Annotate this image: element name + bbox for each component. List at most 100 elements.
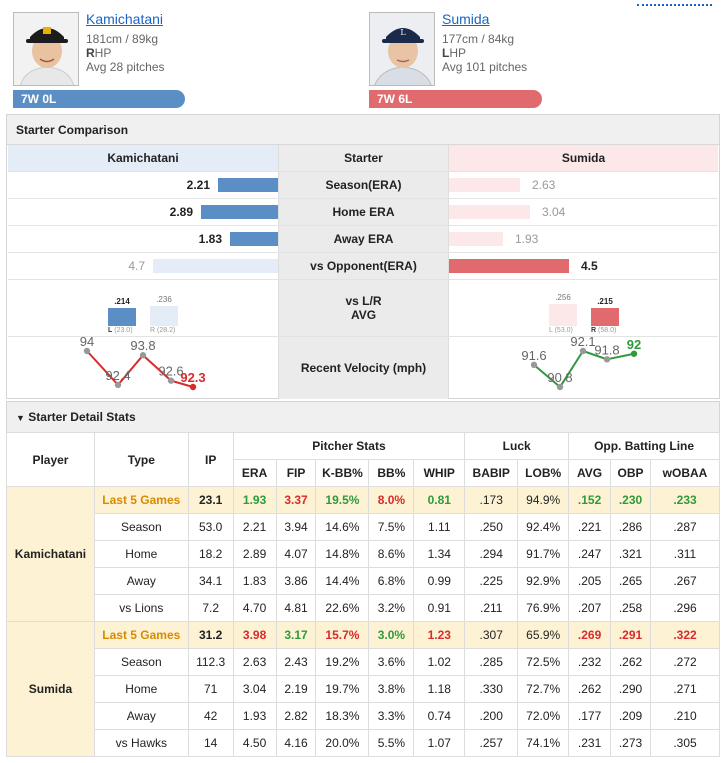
stat-cell: 2.63: [232, 648, 277, 676]
detail-stats-header[interactable]: ▼ Starter Detail Stats: [6, 401, 720, 433]
velocity-segment: [559, 350, 584, 388]
stat-cell: .272: [649, 648, 721, 676]
velocity-point: [556, 383, 564, 391]
stat-cell: 3.2%: [368, 594, 415, 622]
stat-cell: .269: [568, 621, 612, 649]
collapse-triangle-icon[interactable]: ▼: [16, 413, 25, 423]
stat-cell: .330: [464, 675, 519, 703]
comparison-header-right: Sumida: [449, 145, 718, 171]
comparison-left-bar: [153, 259, 278, 273]
comparison-right-bar: [449, 259, 569, 273]
stat-cell: 72.5%: [517, 648, 570, 676]
hand-letter-right: L: [442, 46, 450, 60]
stat-cell: 76.9%: [517, 594, 570, 622]
stat-cell: 65.9%: [517, 621, 570, 649]
stat-cell: 3.0%: [368, 621, 415, 649]
comparison-left-cell: 2.21: [8, 172, 278, 198]
stat-cell: 2.89: [232, 540, 277, 568]
comparison-left-cell: 2.89: [8, 199, 278, 225]
comparison-left-cell: 1.83: [8, 226, 278, 252]
row-ip: 34.1: [187, 567, 234, 595]
comparison-label: Season(ERA): [278, 172, 449, 198]
hand-rest-left: HP: [94, 46, 112, 60]
stat-cell: .257: [464, 729, 519, 757]
stat-cell: .221: [568, 513, 612, 541]
comparison-right-cell: 3.04: [449, 199, 718, 225]
velocity-right-cell: 91.6 90.8 92.1 91.8 92: [449, 334, 718, 399]
th-col: LOB%: [517, 459, 570, 487]
stat-cell: .209: [610, 702, 651, 730]
velocity-point: [579, 347, 587, 355]
stat-cell: 0.91: [413, 594, 466, 622]
pitcher-profile-left: Kamichatani 181cm / 89kg RHP Avg 28 pitc…: [13, 0, 313, 110]
stat-cell: .311: [649, 540, 721, 568]
velocity-label-text: 94: [80, 337, 94, 349]
row-type: Season: [93, 513, 189, 541]
comparison-right-cell: 1.93: [449, 226, 718, 252]
row-ip: 31.2: [187, 621, 234, 649]
velocity-segment: [170, 379, 194, 388]
stat-cell: .262: [610, 648, 651, 676]
th-col: OBP: [610, 459, 651, 487]
stat-cell: 4.16: [275, 729, 317, 757]
lr-label-2: AVG: [350, 308, 377, 322]
table-row: Season 53.0 2.21 3.94 14.6% 7.5% 1.11.250 92.4%…: [7, 513, 721, 541]
velocity-label-text: 90.8: [547, 370, 572, 385]
stat-cell: 22.6%: [315, 594, 370, 622]
stat-cell: 0.99: [413, 567, 466, 595]
lr-right-r-lab: R: [591, 327, 597, 334]
detail-stats-title-bar: ▼ Starter Detail Stats: [7, 402, 719, 433]
velocity-label: Recent Velocity (mph): [278, 337, 449, 399]
pitcher-photo-left: [13, 12, 79, 86]
stat-cell: 1.93: [232, 486, 277, 514]
stat-cell: 14.6%: [315, 513, 370, 541]
row-ip: 14: [187, 729, 234, 757]
top-right-link-remnant[interactable]: [637, 0, 712, 6]
pitcher-name-left[interactable]: Kamichatani: [86, 11, 164, 27]
stat-cell: 2.82: [275, 702, 317, 730]
velocity-point: [189, 383, 197, 391]
stat-cell: .285: [464, 648, 519, 676]
row-type: Home: [93, 675, 189, 703]
stat-cell: 3.94: [275, 513, 317, 541]
comparison-right-cell: 4.5: [449, 253, 718, 279]
pitcher-name-right[interactable]: Sumida: [442, 11, 490, 27]
comparison-row: 4.7 vs Opponent(ERA) 4.5: [8, 253, 718, 280]
table-row: Home 71 3.04 2.19 19.7% 3.8% 1.18.330 72.7% .262…: [7, 675, 721, 703]
th-col: BB%: [368, 459, 415, 487]
row-type: Home: [93, 540, 189, 568]
comparison-right-value: 3.04: [542, 205, 566, 219]
lr-left-r-bar: [150, 306, 178, 326]
row-type: Away: [93, 702, 189, 730]
stat-cell: .265: [610, 567, 651, 595]
th-type: Type: [93, 432, 189, 487]
stat-cell: .307: [464, 621, 519, 649]
velocity-row: 94 92.4 93.8 92.6 92.3 Recent Velocity (mph)…: [8, 334, 718, 399]
stat-cell: 3.86: [275, 567, 317, 595]
comparison-right-value: 1.93: [515, 232, 539, 246]
height-weight-right: 177cm / 84kg: [442, 32, 515, 46]
stat-cell: .173: [464, 486, 519, 514]
velocity-right-chart: 91.690.8 92.191.8 92: [521, 334, 641, 391]
comparison-right-bar: [449, 232, 503, 246]
th-col: WHIP: [413, 459, 466, 487]
table-row: Season 112.3 2.63 2.43 19.2% 3.6% 1.02.285 72.5…: [7, 648, 721, 676]
comparison-right-value: 4.5: [581, 259, 598, 273]
stat-cell: .287: [649, 513, 721, 541]
comparison-left-bar: [218, 178, 278, 192]
stat-cell: .233: [649, 486, 721, 514]
stat-cell: 1.02: [413, 648, 466, 676]
table-row: vs Lions 7.2 4.70 4.81 22.6% 3.2% 0.91.211 76.9…: [7, 594, 721, 622]
stat-cell: 20.0%: [315, 729, 370, 757]
velocity-segment: [117, 354, 144, 386]
row-ip: 18.2: [187, 540, 234, 568]
stat-cell: .286: [610, 513, 651, 541]
detail-header-row-2: ERA FIP K-BB% BB% WHIP BABIP LOB% AVG OBP wOBAA: [7, 459, 721, 487]
starter-comparison-title: Starter Comparison: [7, 115, 719, 145]
comparison-left-value: 2.21: [186, 178, 210, 192]
th-luck: Luck: [464, 432, 570, 460]
table-row: vs Hawks 14 4.50 4.16 20.0% 5.5% 1.07.257 74.1%…: [7, 729, 721, 757]
th-col: FIP: [275, 459, 317, 487]
stat-cell: 3.8%: [368, 675, 415, 703]
hand-rest-right: HP: [449, 46, 467, 60]
